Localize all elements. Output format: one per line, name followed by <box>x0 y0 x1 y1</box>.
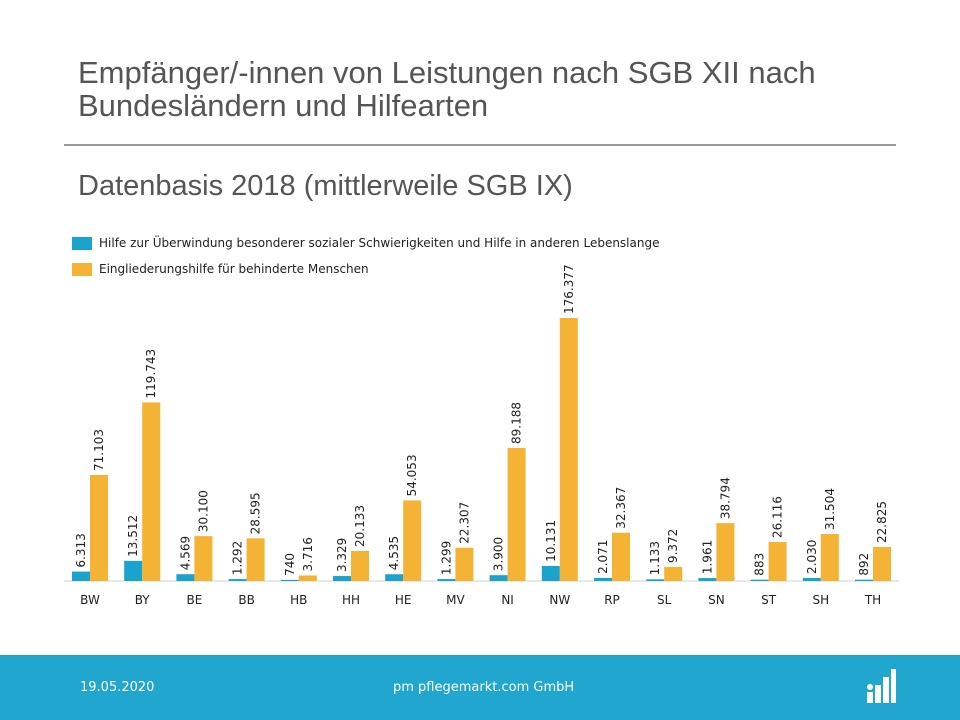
data-label-mv-series2: 22.307 <box>457 502 471 544</box>
data-label-bb-series1: 1.292 <box>231 541 245 575</box>
x-tick-label-sn: SN <box>708 593 725 607</box>
bar-mv-series1 <box>437 579 456 581</box>
x-tick-label-rp: RP <box>604 593 620 607</box>
bar-sn-series1 <box>698 578 717 581</box>
x-tick-label-nw: NW <box>549 593 570 607</box>
data-label-by-series2: 119.743 <box>144 349 158 399</box>
legend-item-series1: Hilfe zur Überwindung besonderer soziale… <box>72 233 659 253</box>
bar-bb-series1 <box>228 579 247 581</box>
legend-item-series2: Eingliederungshilfe für behinderte Mensc… <box>72 259 659 279</box>
data-label-bw-series1: 6.313 <box>74 533 88 567</box>
x-tick-label-hh: HH <box>342 593 360 607</box>
data-label-by-series1: 13.512 <box>126 515 140 557</box>
bar-bb-series2 <box>246 538 265 581</box>
data-label-be-series2: 30.100 <box>196 490 210 532</box>
data-label-hh-series1: 3.329 <box>335 538 349 572</box>
data-label-rp-series2: 32.367 <box>614 487 628 529</box>
x-tick-label-bb: BB <box>238 593 254 607</box>
data-label-hb-series1: 740 <box>283 553 297 576</box>
legend-swatch-series2 <box>72 262 92 276</box>
data-label-sl-series1: 1.133 <box>648 541 662 575</box>
bar-th-series2 <box>873 546 891 581</box>
footer-company: pm pflegemarkt.com GmbH <box>393 680 575 695</box>
bar-hb-series1 <box>280 579 299 581</box>
x-tick-label-by: BY <box>135 593 151 607</box>
bar-sl-series1 <box>646 579 665 581</box>
bar-by-series2 <box>142 402 161 581</box>
bar-rp-series2 <box>612 532 630 581</box>
bar-st-series1 <box>750 579 769 581</box>
bar-bw-series2 <box>90 474 108 581</box>
x-tick-label-mv: MV <box>446 593 465 607</box>
x-tick-label-be: BE <box>186 593 202 607</box>
x-tick-label-ni: NI <box>501 593 514 607</box>
x-tick-label-th: TH <box>864 593 881 607</box>
footer-date: 19.05.2020 <box>80 680 155 695</box>
bar-by-series1 <box>124 560 143 581</box>
bar-mv-series2 <box>455 547 474 581</box>
bar-nw-series1 <box>541 565 560 581</box>
data-label-rp-series1: 2.071 <box>596 540 610 574</box>
data-label-mv-series1: 1.299 <box>439 541 453 575</box>
data-label-nw-series2: 176.377 <box>562 264 576 314</box>
data-label-sn-series1: 1.961 <box>700 540 714 574</box>
bar-st-series2 <box>768 542 787 581</box>
title-divider <box>64 144 896 146</box>
bar-sl-series2 <box>664 567 683 581</box>
legend-swatch-series1 <box>72 236 92 250</box>
data-label-he-series1: 4.535 <box>387 536 401 570</box>
x-tick-label-bw: BW <box>80 593 100 607</box>
bar-rp-series1 <box>594 577 612 581</box>
bar-he-series2 <box>403 500 422 581</box>
legend-label-series1: Hilfe zur Überwindung besonderer soziale… <box>99 236 660 250</box>
data-label-hb-series2: 3.716 <box>301 537 315 571</box>
bar-sn-series2 <box>716 523 735 581</box>
bar-hb-series2 <box>298 575 317 581</box>
bar-he-series1 <box>385 574 404 581</box>
data-label-th-series2: 22.825 <box>875 501 889 543</box>
bar-sh-series1 <box>802 577 821 581</box>
bar-ni-series2 <box>507 448 526 581</box>
bar-ni-series1 <box>489 575 508 581</box>
data-label-sn-series2: 38.794 <box>718 477 732 519</box>
data-label-hh-series2: 20.133 <box>353 505 367 547</box>
data-label-st-series2: 26.116 <box>771 496 785 538</box>
data-label-be-series1: 4.569 <box>178 536 192 570</box>
data-label-bw-series2: 71.103 <box>92 429 106 471</box>
bar-be-series1 <box>176 574 195 581</box>
data-label-he-series2: 54.053 <box>405 454 419 496</box>
bar-th-series1 <box>855 579 873 581</box>
data-label-ni-series1: 3.900 <box>492 537 506 571</box>
data-label-ni-series2: 89.188 <box>510 402 524 444</box>
data-label-th-series1: 892 <box>857 553 871 576</box>
data-label-sh-series2: 31.504 <box>823 488 837 530</box>
bar-hh-series2 <box>351 550 369 581</box>
data-label-nw-series1: 10.131 <box>544 520 558 562</box>
bar-bw-series1 <box>72 571 90 581</box>
x-tick-label-st: ST <box>761 593 777 607</box>
data-label-bb-series2: 28.595 <box>249 492 263 534</box>
page-subtitle: Datenbasis 2018 (mittlerweile SGB IX) <box>78 170 573 202</box>
page-title: Empfänger/-innen von Leistungen nach SGB… <box>78 55 816 123</box>
bar-nw-series2 <box>559 318 578 581</box>
data-label-sl-series2: 9.372 <box>666 529 680 563</box>
bar-chart: 6.313 71.103 BW 13.512 119.743 BY 4.569 30.100 B… <box>64 264 900 607</box>
bar-be-series2 <box>194 536 213 581</box>
x-tick-label-hb: HB <box>290 593 307 607</box>
data-label-sh-series1: 2.030 <box>805 540 819 574</box>
bar-hh-series1 <box>333 576 351 581</box>
legend-label-series2: Eingliederungshilfe für behinderte Mensc… <box>99 262 369 276</box>
x-tick-label-he: HE <box>395 593 412 607</box>
pflegemarkt-logo-icon <box>867 669 896 703</box>
x-tick-label-sl: SL <box>657 593 672 607</box>
chart-legend: Hilfe zur Überwindung besonderer soziale… <box>72 233 659 285</box>
data-label-st-series1: 883 <box>753 553 767 576</box>
footer-bar <box>0 655 960 720</box>
bar-sh-series2 <box>820 534 839 581</box>
x-tick-label-sh: SH <box>812 593 829 607</box>
